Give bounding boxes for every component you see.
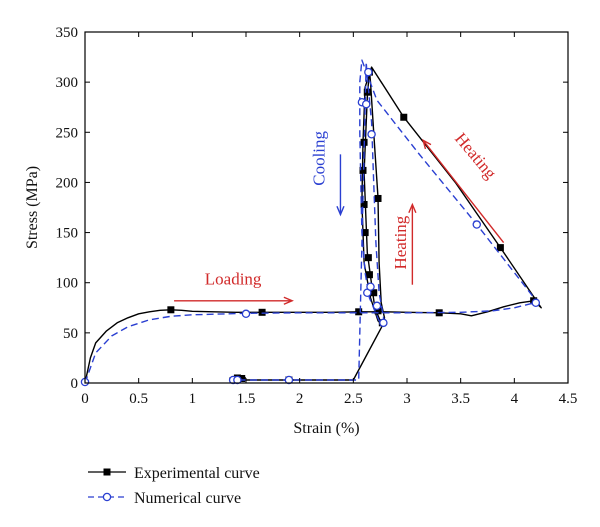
y-tick-label: 0 — [71, 376, 79, 392]
legend-item-experimental: Experimental curve — [88, 465, 260, 482]
data-point-experimental — [238, 374, 246, 382]
data-point-experimental — [359, 166, 367, 174]
data-point-numerical — [379, 318, 388, 328]
annotation-arrow-shaft — [422, 139, 505, 244]
annotation-arrow-head — [421, 138, 432, 150]
axis-ticks: 0 0.5 1 1.5 2 2.5 3 3.5 4 4.5 0 50 100 150 200 250 300 35… — [56, 25, 578, 407]
data-point-numerical — [241, 309, 251, 319]
data-point-experimental — [355, 308, 363, 316]
annotation-loading: Loading — [205, 270, 262, 289]
x-tick-label: 1.5 — [237, 391, 256, 407]
data-point-numerical — [361, 99, 371, 109]
x-tick-label: 4.5 — [559, 391, 578, 407]
data-point-experimental — [364, 254, 372, 262]
x-tick-label: 2.5 — [344, 391, 363, 407]
x-axis-label: Strain (%) — [293, 420, 359, 437]
annotation-arrow-head — [408, 202, 417, 214]
legend-circle-marker — [102, 492, 112, 502]
data-point-experimental — [496, 244, 504, 252]
data-point-experimental — [400, 113, 408, 121]
x-tick-label: 0 — [81, 391, 89, 407]
y-tick-label: 100 — [56, 276, 79, 292]
legend-label-experimental: Experimental curve — [134, 465, 260, 482]
x-tick-label: 1 — [189, 391, 197, 407]
plot-area — [80, 59, 542, 387]
data-point-experimental — [361, 229, 369, 237]
data-point-experimental — [363, 88, 371, 96]
annotation-cooling: Cooling — [309, 130, 328, 185]
series-line-numerical — [84, 59, 539, 384]
x-tick-label: 4 — [511, 391, 519, 407]
data-point-numerical — [531, 298, 541, 308]
data-point-experimental — [360, 200, 368, 208]
y-tick-label: 50 — [63, 326, 78, 342]
data-point-experimental — [374, 307, 382, 315]
y-tick-label: 300 — [56, 75, 79, 91]
data-point-experimental — [258, 308, 266, 316]
y-tick-label: 350 — [56, 25, 79, 41]
annotations: Loading Cooling Heating Heating — [174, 129, 505, 305]
x-tick-label: 2 — [296, 391, 304, 407]
legend-label-numerical: Numerical curve — [134, 490, 241, 507]
data-point-experimental — [167, 306, 175, 314]
annotation-heating: Heating — [451, 129, 500, 183]
data-point-numerical — [472, 220, 482, 229]
y-axis-label: Stress (MPa) — [24, 166, 41, 249]
y-tick-label: 150 — [56, 226, 79, 242]
y-tick-label: 250 — [56, 125, 79, 141]
data-point-numerical — [366, 282, 375, 291]
data-point-experimental — [374, 194, 382, 202]
annotation-heating: Heating — [391, 215, 410, 269]
data-point-experimental — [370, 289, 378, 297]
legend-item-numerical: Numerical curve — [88, 490, 241, 507]
x-tick-label: 3.5 — [451, 391, 470, 407]
legend-square-marker — [103, 468, 111, 476]
x-tick-label: 3 — [403, 391, 411, 407]
data-point-numerical — [364, 67, 373, 77]
x-tick-label: 0.5 — [129, 391, 148, 407]
y-tick-label: 200 — [56, 175, 79, 191]
data-point-numerical — [372, 301, 382, 311]
series-line-experimental — [84, 66, 542, 384]
annotation-arrow-head — [283, 296, 294, 305]
data-point-experimental — [365, 271, 373, 279]
data-point-numerical — [367, 130, 376, 139]
annotation-arrow-head — [336, 205, 345, 217]
legend: Experimental curve Numerical curve — [88, 465, 260, 507]
plot-frame — [84, 31, 569, 384]
